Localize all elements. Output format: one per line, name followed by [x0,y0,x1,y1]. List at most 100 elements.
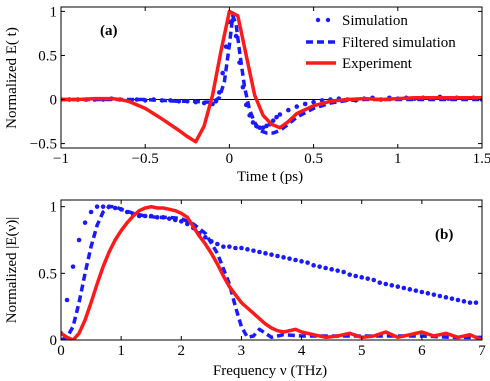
data-point-simulation [341,269,346,275]
data-point-simulation [166,216,172,221]
data-point-simulation [64,297,70,303]
x-tick-label-b: 3 [238,343,246,359]
legend-label-filtered-simulation: Filtered simulation [342,35,456,51]
data-point-simulation [431,292,437,297]
data-point-simulation [302,101,308,107]
data-point-simulation [286,107,291,113]
data-point-simulation [467,300,473,305]
legend-item-experiment: Experiment [306,56,413,72]
data-point-simulation [223,44,229,49]
data-point-simulation [233,245,238,251]
y-tick-label-a: 1 [50,4,58,20]
panel-label-b: (b) [435,227,453,243]
x-axis-label-b: Frequency ν (THz) [213,363,327,379]
x-tick-label-b: 4 [298,343,306,359]
data-point-simulation [70,264,76,269]
panel-b-frequency-domain-chart: 0 1 2 3 4 5 6 7 0 0.5 1 (b) Frequency ν (THz) Norm… [4,199,486,379]
data-point-simulation [413,288,419,293]
data-point-simulation [251,248,256,253]
data-point-simulation [329,267,334,272]
data-point-simulation [317,264,322,269]
x-tick-label-b: 1 [117,343,125,359]
data-point-simulation [227,244,232,249]
data-point-simulation [220,70,225,76]
y-axis-label-a: Normalized E( t) [4,27,20,129]
data-point-simulation [395,284,401,289]
x-tick-label-a: −1 [53,151,69,167]
data-point-simulation [419,289,425,295]
data-point-simulation [383,281,389,287]
data-point-simulation [365,276,371,281]
plot-frame-a [60,6,483,149]
data-point-simulation [425,291,431,296]
data-point-simulation [260,125,266,131]
data-point-simulation [305,260,310,265]
data-point-simulation [294,104,300,109]
data-point-simulation [257,249,262,255]
data-point-simulation [407,287,413,292]
data-point-simulation [293,257,298,263]
data-point-simulation [335,268,340,273]
x-tick-label-b: 2 [178,343,186,359]
data-point-simulation [100,204,106,209]
data-point-simulation [269,252,274,257]
data-point-simulation [239,245,244,251]
data-point-simulation [76,237,82,243]
series-filtered-simulation-line-a [61,14,482,135]
panel-a-time-domain-chart: −1 −0.5 0 0.5 1 1.5−0.500.51 (a) Time t (ps) … [4,4,490,185]
data-point-simulation [389,283,395,288]
data-point-simulation [287,256,292,261]
legend-item-filtered-simulation: Filtered simulation [306,35,456,51]
series-experiment-line-b [61,204,482,340]
series-experiment-line-a [61,9,482,144]
data-point-simulation [82,220,88,225]
x-axis-label-a: Time t (ps) [237,169,303,185]
data-point-simulation [377,280,383,285]
x-tick-label-b: 0 [57,343,65,359]
x-tick-label-b: 7 [478,343,486,359]
data-point-simulation [221,244,226,249]
data-point-simulation [323,265,328,271]
x-tick-label-a: 1 [394,151,402,167]
plot-frame-b [60,199,483,341]
data-point-simulation [270,118,276,123]
data-point-simulation [203,235,208,240]
data-point-simulation [94,204,100,209]
data-point-simulation [275,253,280,259]
data-point-simulation [281,255,286,260]
data-point-simulation [443,295,449,300]
data-point-simulation [88,209,94,215]
data-point-simulation [264,123,269,129]
data-point-simulation [353,273,359,279]
data-point-simulation [154,215,160,220]
legend-label-simulation: Simulation [342,13,408,29]
legend-label-experiment: Experiment [342,56,413,72]
y-axis-label-b: Normalized |E(ν)| [4,217,20,324]
data-point-simulation [215,241,220,247]
data-point-simulation [277,112,283,117]
x-tick-label-b: 6 [418,343,426,359]
data-point-simulation [449,296,455,301]
legend-item-simulation: Simulation [315,13,408,29]
y-tick-label-b: 0 [50,333,58,349]
x-tick-label-a: 0 [226,151,234,167]
data-point-simulation [359,275,365,280]
data-point-simulation [263,251,268,256]
data-point-simulation [473,300,479,305]
data-point-simulation [245,247,250,252]
series-simulation-b [61,204,479,336]
data-point-simulation [437,293,443,299]
x-tick-label-a: 1.5 [473,151,490,167]
y-tick-label-a: −0.5 [30,137,57,153]
data-point-simulation [274,114,279,120]
y-tick-label-a: 0.5 [38,48,57,64]
y-tick-label-b: 0.5 [38,266,57,282]
data-point-simulation [455,297,461,303]
y-tick-label-a: 0 [50,93,58,109]
x-tick-label-a: −0.5 [132,151,159,167]
data-point-simulation [134,97,140,102]
data-point-simulation [311,99,316,105]
data-point-simulation [401,285,407,291]
data-point-simulation [371,277,377,283]
